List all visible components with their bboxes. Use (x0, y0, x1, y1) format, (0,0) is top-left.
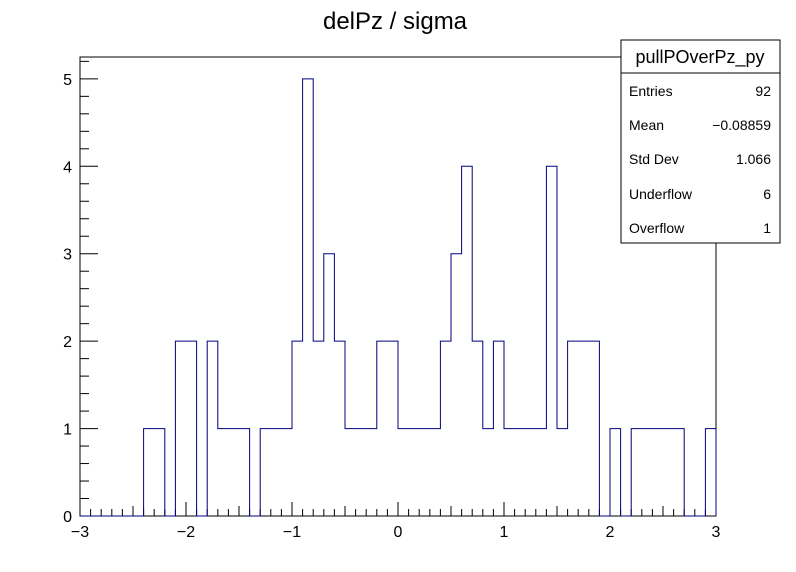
histogram-bin (652, 429, 663, 516)
histogram-bin (356, 429, 367, 516)
stats-label-overflow: Overflow (629, 220, 685, 236)
stats-value-entries: 92 (755, 83, 771, 99)
x-tick-label: 0 (394, 524, 403, 541)
y-tick-label: 0 (63, 509, 72, 526)
y-tick-label: 1 (63, 422, 72, 439)
histogram-bin (175, 341, 186, 516)
histogram-bin (377, 341, 388, 516)
histogram-bin (631, 429, 642, 516)
x-tick-label: 1 (500, 524, 509, 541)
histogram-bin (674, 429, 685, 516)
histogram-bin (271, 429, 282, 516)
histogram-bin (568, 341, 579, 516)
y-tick-label: 2 (63, 334, 72, 351)
histogram-bin (260, 429, 271, 516)
histogram-bin (536, 429, 547, 516)
histogram-bin (144, 429, 155, 516)
histogram-bin (557, 429, 568, 516)
histogram-bin (334, 341, 345, 516)
histogram-bin (239, 429, 250, 516)
histogram-bin (663, 429, 674, 516)
histogram-bin (610, 429, 621, 516)
histogram-bin (228, 429, 239, 516)
histogram-bin (281, 429, 292, 516)
y-tick-label: 4 (63, 159, 72, 176)
histogram-bin (419, 429, 430, 516)
stats-label-mean: Mean (629, 117, 664, 133)
x-tick-label: −3 (71, 524, 89, 541)
histogram-bin (589, 341, 600, 516)
stats-value-overflow: 1 (763, 220, 771, 236)
histogram-bin (218, 429, 229, 516)
histogram-bin (303, 79, 314, 516)
histogram-bin (313, 341, 324, 516)
x-tick-label: 2 (606, 524, 615, 541)
stats-box-frame (620, 39, 781, 244)
histogram-bin (451, 254, 462, 516)
histogram-bin (525, 429, 536, 516)
histogram-bin (186, 341, 197, 516)
stats-value-mean: −0.08859 (712, 117, 771, 133)
chart-title: delPz / sigma (323, 8, 468, 35)
histogram-bin (324, 254, 335, 516)
histogram-bin (493, 341, 504, 516)
histogram-bin (515, 429, 526, 516)
x-tick-label: 3 (712, 524, 721, 541)
histogram-bin (504, 429, 515, 516)
histogram-bin (642, 429, 653, 516)
histogram-bin (409, 429, 420, 516)
stats-value-underflow: 6 (763, 186, 771, 202)
histogram-outline (80, 78, 717, 517)
histogram-bars (80, 78, 717, 517)
x-tick-label: −1 (283, 524, 301, 541)
stats-box: pullPOverPz_py Entries 92 Mean −0.08859 … (620, 39, 781, 244)
stats-label-entries: Entries (629, 83, 673, 99)
histogram-bin (387, 341, 398, 516)
histogram-bin (292, 341, 303, 516)
histogram-bin (398, 429, 409, 516)
stats-box-title: pullPOverPz_py (635, 47, 764, 68)
histogram-bin (462, 166, 473, 516)
stats-label-underflow: Underflow (629, 186, 693, 202)
histogram-bin (207, 341, 218, 516)
histogram-bin (483, 429, 494, 516)
histogram-bin (366, 429, 377, 516)
stats-label-stddev: Std Dev (629, 151, 679, 167)
histogram-bin (345, 429, 356, 516)
histogram-bin (154, 429, 165, 516)
histogram-bin (440, 341, 451, 516)
histogram-bin (705, 429, 716, 516)
y-tick-label: 5 (63, 72, 72, 89)
y-tick-label: 3 (63, 247, 72, 264)
histogram-bin (578, 341, 589, 516)
histogram-bin (546, 166, 557, 516)
histogram-bin (472, 341, 483, 516)
x-tick-label: −2 (177, 524, 195, 541)
histogram-bin (430, 429, 441, 516)
stats-value-stddev: 1.066 (736, 151, 771, 167)
